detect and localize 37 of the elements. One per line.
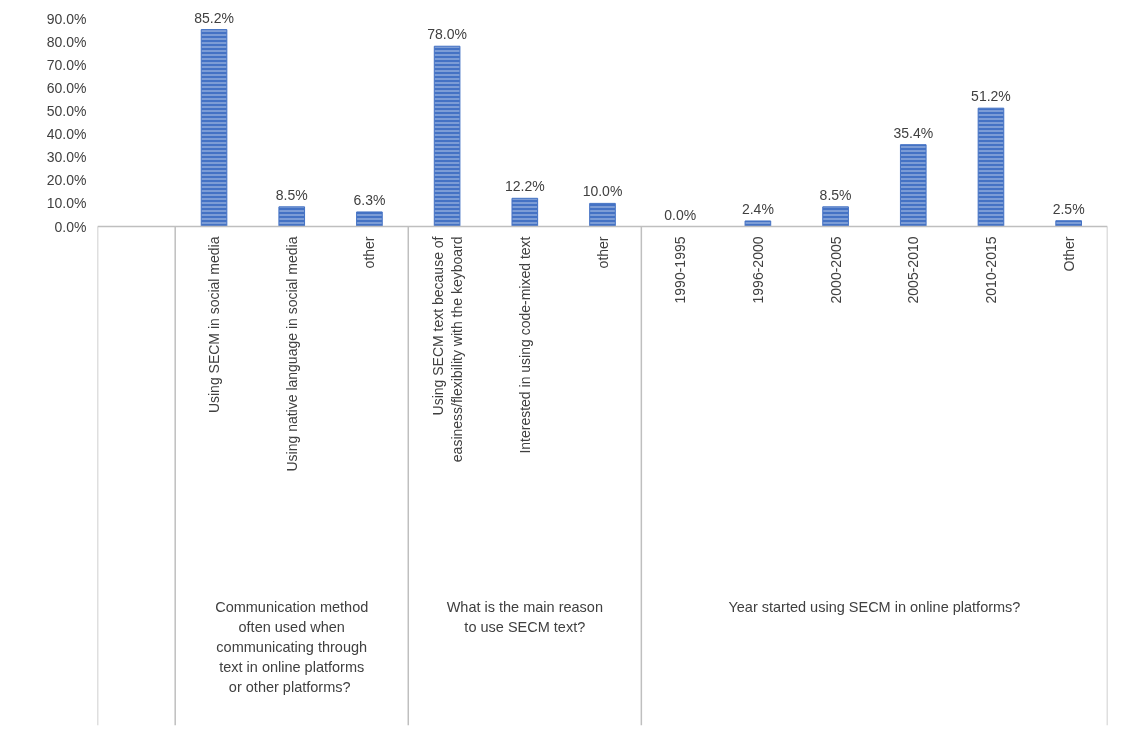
x-tick-label: Using native language in social media bbox=[283, 236, 300, 472]
y-tick-label: 30.0% bbox=[46, 149, 87, 166]
x-tick-label: 2010-2015 bbox=[982, 236, 999, 304]
text: Year started using SECM in online platforms? bbox=[728, 598, 1021, 615]
data-label: 78.0% bbox=[427, 26, 467, 43]
data-label: 35.4% bbox=[893, 124, 934, 141]
x-tick-label: Using SECM in social media bbox=[206, 236, 223, 414]
data-label: 51.2% bbox=[971, 88, 1011, 105]
data-label: 85.2% bbox=[194, 9, 234, 26]
x-tick-label: other bbox=[361, 236, 378, 269]
y-tick-label: 90.0% bbox=[46, 10, 87, 27]
text: Communication method often used when communicating through text in online platforms or other platforms? bbox=[215, 598, 369, 695]
data-label: 2.5% bbox=[1052, 200, 1085, 217]
x-tick-label: other bbox=[594, 236, 611, 269]
y-tick-label: 80.0% bbox=[46, 33, 87, 50]
data-label: 8.5% bbox=[275, 186, 308, 203]
data-label: 0.0% bbox=[664, 206, 697, 223]
y-tick-label: 50.0% bbox=[46, 102, 87, 119]
text: What is the main reason to use SECM text? bbox=[446, 598, 603, 635]
x-tick-label: 2000-2005 bbox=[827, 236, 844, 304]
data-label: 2.4% bbox=[741, 200, 774, 217]
x-tick-label: Other bbox=[1060, 236, 1077, 272]
x-tick-label: 2005-2010 bbox=[905, 236, 922, 304]
data-label: 10.0% bbox=[582, 183, 623, 200]
y-tick-label: 70.0% bbox=[46, 56, 87, 73]
x-tick-label: Interested in using code-mixed text bbox=[516, 236, 533, 454]
y-tick-label: 0.0% bbox=[54, 218, 87, 235]
x-tick-label: Using SECM text because of easiness/flexibility with the keyboard bbox=[429, 236, 465, 463]
y-tick-label: 10.0% bbox=[46, 195, 87, 212]
data-label: 8.5% bbox=[819, 186, 852, 203]
data-label: 12.2% bbox=[504, 178, 545, 195]
y-tick-label: 40.0% bbox=[46, 126, 87, 143]
x-tick-label: 1990-1995 bbox=[672, 236, 689, 304]
y-tick-label: 60.0% bbox=[46, 79, 87, 96]
x-tick-label: 1996-2000 bbox=[749, 236, 766, 304]
data-label: 6.3% bbox=[353, 191, 386, 208]
y-tick-label: 20.0% bbox=[46, 172, 87, 189]
